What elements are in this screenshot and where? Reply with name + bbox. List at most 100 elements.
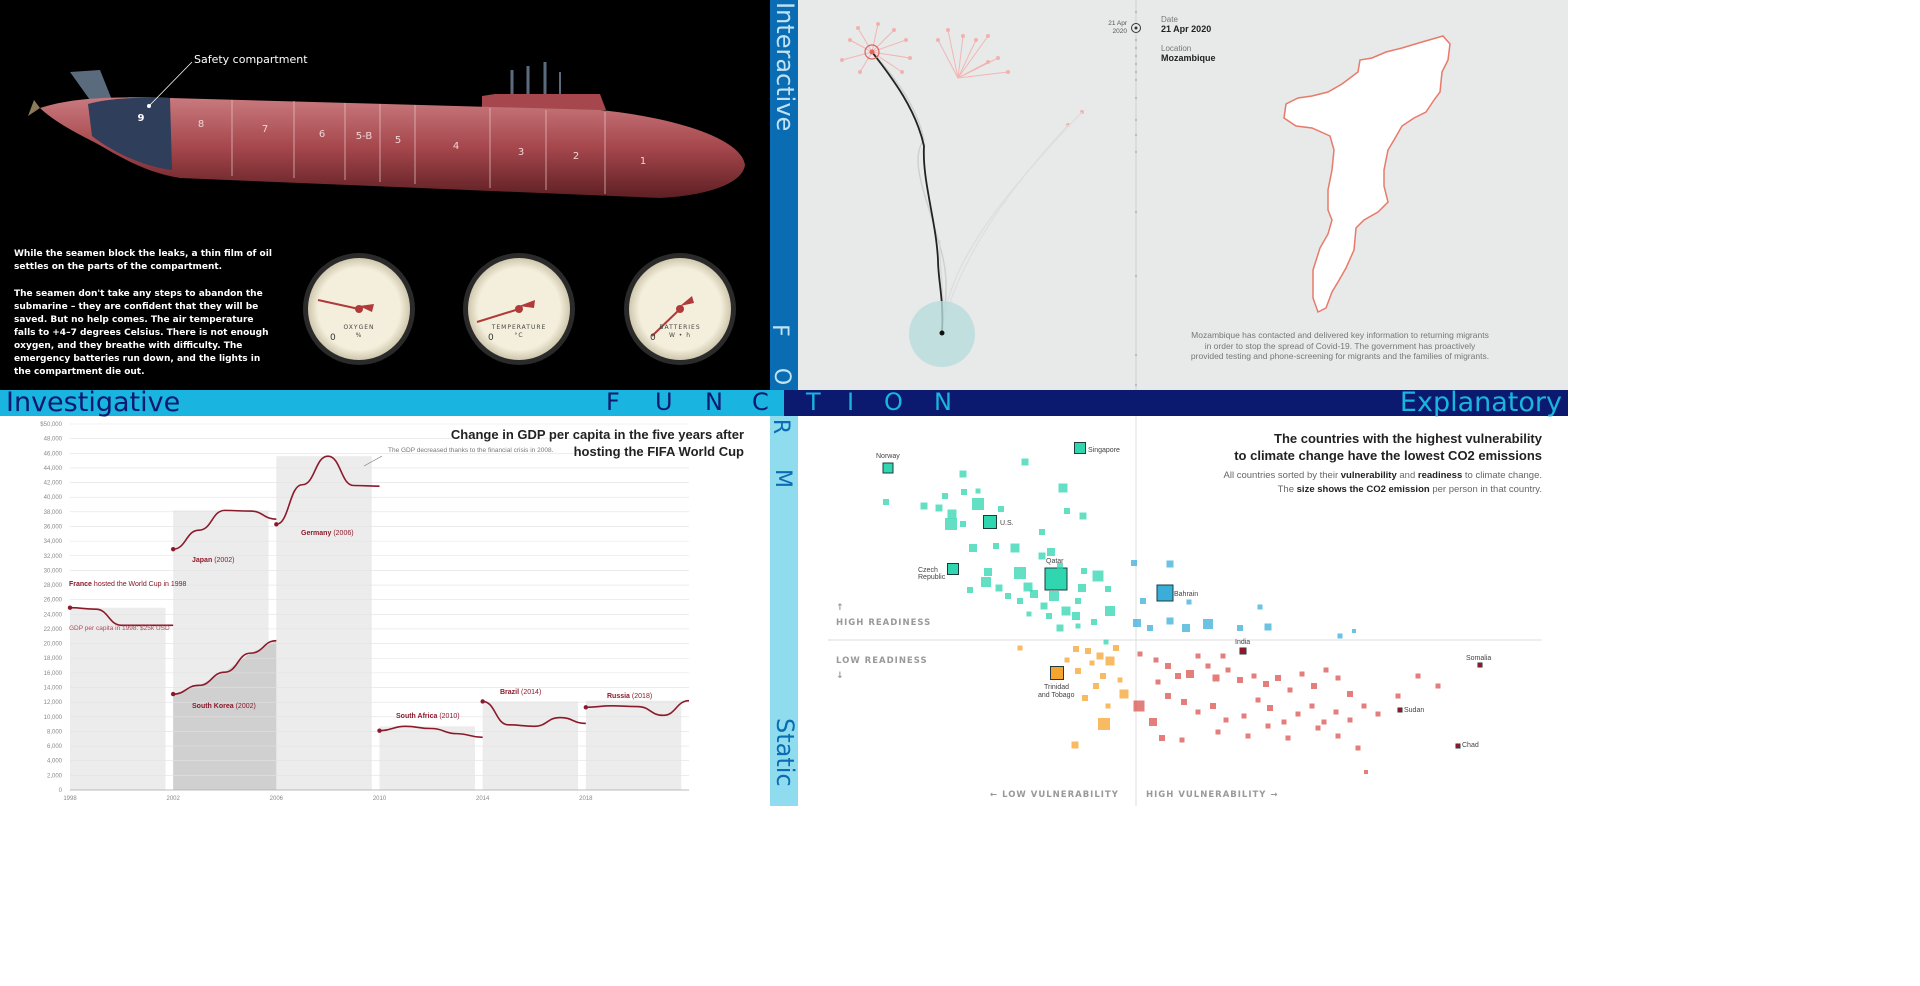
country-marker[interactable] — [1186, 599, 1192, 605]
country-marker[interactable] — [1075, 623, 1081, 629]
country-marker[interactable] — [1165, 663, 1171, 669]
country-marker[interactable] — [1275, 675, 1281, 681]
country-marker[interactable] — [1155, 679, 1161, 685]
country-marker[interactable] — [1257, 604, 1263, 610]
country-marker[interactable] — [1166, 617, 1174, 625]
country-marker[interactable] — [1337, 633, 1343, 639]
highlighted-country-marker[interactable] — [1456, 744, 1460, 748]
country-marker[interactable] — [1014, 567, 1026, 579]
country-marker[interactable] — [1241, 713, 1247, 719]
highlighted-country-marker[interactable] — [882, 462, 894, 474]
country-marker[interactable] — [1073, 646, 1079, 652]
country-marker[interactable] — [1131, 560, 1137, 566]
country-marker[interactable] — [1295, 711, 1301, 717]
country-marker[interactable] — [942, 493, 948, 499]
country-marker[interactable] — [984, 568, 992, 576]
country-marker[interactable] — [1098, 718, 1110, 730]
country-marker[interactable] — [1017, 645, 1023, 651]
country-marker[interactable] — [1355, 745, 1361, 751]
country-marker[interactable] — [945, 518, 957, 530]
country-marker[interactable] — [1064, 508, 1070, 514]
country-marker[interactable] — [1113, 645, 1119, 651]
highlighted-country-marker[interactable] — [1044, 567, 1068, 591]
country-marker[interactable] — [1159, 735, 1165, 741]
highlighted-country-marker[interactable] — [1398, 708, 1402, 712]
country-marker[interactable] — [1105, 703, 1111, 709]
country-marker[interactable] — [998, 506, 1004, 512]
country-marker[interactable] — [1140, 598, 1146, 604]
country-marker[interactable] — [1010, 543, 1020, 553]
country-marker[interactable] — [1056, 624, 1064, 632]
country-marker[interactable] — [1046, 613, 1052, 619]
country-marker[interactable] — [1415, 673, 1421, 679]
country-marker[interactable] — [1287, 687, 1293, 693]
country-marker[interactable] — [1105, 586, 1111, 592]
country-marker[interactable] — [1264, 623, 1272, 631]
country-marker[interactable] — [1182, 624, 1190, 632]
country-marker[interactable] — [1175, 673, 1181, 679]
country-marker[interactable] — [1082, 695, 1088, 701]
highlighted-country-marker[interactable] — [947, 563, 959, 575]
country-marker[interactable] — [1047, 548, 1055, 556]
country-marker[interactable] — [1323, 667, 1329, 673]
country-marker[interactable] — [969, 544, 977, 552]
country-marker[interactable] — [1100, 673, 1106, 679]
country-marker[interactable] — [1061, 606, 1071, 616]
country-marker[interactable] — [1017, 598, 1023, 604]
country-marker[interactable] — [1281, 719, 1287, 725]
country-marker[interactable] — [1225, 667, 1231, 673]
country-marker[interactable] — [1255, 697, 1261, 703]
country-marker[interactable] — [1321, 719, 1327, 725]
country-marker[interactable] — [972, 498, 984, 510]
country-marker[interactable] — [1119, 689, 1129, 699]
country-marker[interactable] — [1105, 606, 1115, 616]
country-marker[interactable] — [975, 488, 981, 494]
country-marker[interactable] — [1117, 677, 1123, 683]
country-marker[interactable] — [883, 499, 889, 505]
country-marker[interactable] — [1333, 709, 1339, 715]
country-marker[interactable] — [993, 543, 999, 549]
country-marker[interactable] — [1064, 657, 1070, 663]
country-marker[interactable] — [935, 504, 943, 512]
country-marker[interactable] — [1153, 657, 1159, 663]
country-marker[interactable] — [1251, 673, 1257, 679]
country-marker[interactable] — [1245, 733, 1251, 739]
country-marker[interactable] — [1335, 733, 1341, 739]
country-marker[interactable] — [1078, 584, 1086, 592]
country-marker[interactable] — [1237, 677, 1243, 683]
country-marker[interactable] — [1085, 648, 1091, 654]
country-marker[interactable] — [1299, 671, 1305, 677]
country-marker[interactable] — [1075, 598, 1081, 604]
country-marker[interactable] — [1435, 683, 1441, 689]
country-marker[interactable] — [1057, 563, 1063, 569]
country-marker[interactable] — [960, 521, 966, 527]
country-marker[interactable] — [1335, 675, 1341, 681]
highlighted-country-marker[interactable] — [1050, 666, 1064, 680]
country-marker[interactable] — [995, 584, 1003, 592]
country-marker[interactable] — [947, 509, 957, 519]
country-marker[interactable] — [1166, 560, 1174, 568]
country-marker[interactable] — [1263, 681, 1269, 687]
country-marker[interactable] — [959, 470, 967, 478]
country-marker[interactable] — [1137, 651, 1143, 657]
highlighted-country-marker[interactable] — [1240, 648, 1246, 654]
country-marker[interactable] — [1395, 693, 1401, 699]
country-marker[interactable] — [1267, 705, 1273, 711]
country-marker[interactable] — [1038, 552, 1046, 560]
country-marker[interactable] — [1205, 663, 1211, 669]
highlighted-country-marker[interactable] — [1156, 584, 1174, 602]
country-marker[interactable] — [1265, 723, 1271, 729]
country-marker[interactable] — [1309, 703, 1315, 709]
country-marker[interactable] — [1361, 703, 1367, 709]
country-marker[interactable] — [920, 502, 928, 510]
country-marker[interactable] — [1215, 729, 1221, 735]
country-marker[interactable] — [1375, 711, 1381, 717]
country-marker[interactable] — [1133, 619, 1141, 627]
country-marker[interactable] — [1181, 699, 1187, 705]
country-marker[interactable] — [1092, 570, 1104, 582]
country-marker[interactable] — [1072, 612, 1080, 620]
country-marker[interactable] — [1049, 591, 1059, 601]
highlighted-country-marker[interactable] — [983, 515, 997, 529]
country-marker[interactable] — [1179, 737, 1185, 743]
country-marker[interactable] — [1103, 639, 1109, 645]
